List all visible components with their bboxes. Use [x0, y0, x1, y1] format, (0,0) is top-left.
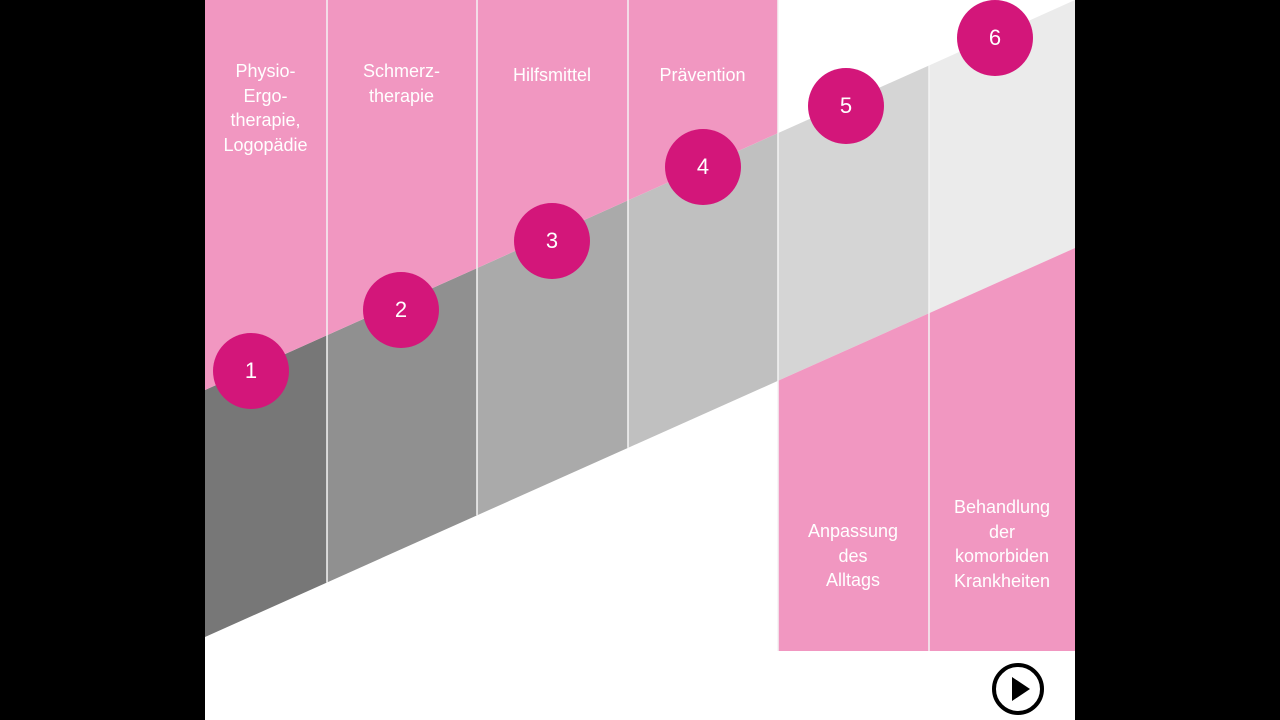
step-5-badge: 5	[808, 68, 884, 144]
play-button[interactable]	[992, 663, 1044, 715]
pink-panel-4	[628, 0, 778, 201]
pink-panel-2	[327, 0, 477, 336]
label-line: Ergo-	[243, 85, 288, 106]
band-segment-2	[327, 268, 477, 583]
step-3-badge: 3	[514, 203, 590, 279]
label-line: Schmerz-	[362, 61, 440, 81]
label-line: Prävention	[659, 65, 746, 85]
step-4-badge: 4	[665, 129, 741, 205]
label-line: der	[988, 521, 1015, 542]
step-2-label: Schmerz- therapie	[327, 59, 476, 108]
label-line: Physio-	[235, 61, 296, 81]
pink-panel-1	[205, 0, 327, 390]
pink-panel-3	[477, 0, 628, 269]
step-5-label: Anpassung des Alltags	[778, 519, 928, 593]
label-line: Krankheiten	[953, 570, 1051, 591]
play-icon	[1011, 677, 1030, 701]
pink-panel-5	[778, 313, 929, 651]
band-segment-1	[205, 335, 327, 637]
label-line: Alltags	[825, 570, 881, 590]
band-segment-3	[477, 200, 628, 516]
label-line: Behandlung	[953, 497, 1051, 517]
step-1-label: Physio- Ergo- therapie, Logopädie	[205, 59, 326, 157]
step-4-label: Prävention	[628, 63, 777, 88]
label-line: Logopädie	[223, 134, 308, 155]
step-6-label: Behandlung der komorbiden Krankheiten	[929, 495, 1075, 593]
label-line: Anpassung	[807, 521, 899, 541]
step-3-label: Hilfsmittel	[477, 63, 627, 88]
pink-panel-6	[929, 248, 1075, 651]
step-2-badge: 2	[363, 272, 439, 348]
step-6-badge: 6	[957, 0, 1033, 76]
band-segment-4	[628, 133, 778, 448]
label-line: komorbiden	[954, 546, 1050, 566]
band-segment-5	[778, 65, 929, 381]
stair-diagram: Physio- Ergo- therapie, Logopädie Schmer…	[205, 0, 1075, 720]
diagram-shapes	[205, 0, 1075, 651]
label-line: des	[838, 545, 868, 566]
band-segment-6	[929, 0, 1075, 314]
label-line: therapie	[368, 85, 435, 106]
label-line: therapie,	[230, 110, 301, 130]
label-line: Hilfsmittel	[512, 65, 591, 85]
step-1-badge: 1	[213, 333, 289, 409]
